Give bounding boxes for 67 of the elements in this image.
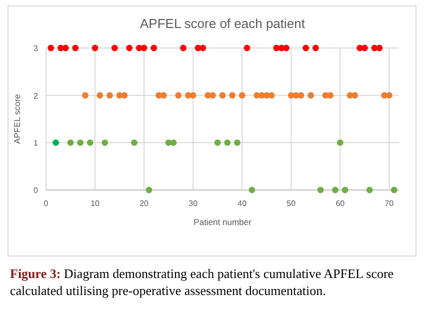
point — [160, 92, 167, 99]
point — [209, 92, 216, 99]
x-tick-label: 30 — [188, 199, 198, 208]
point — [111, 44, 118, 52]
point — [268, 92, 275, 99]
point — [96, 92, 104, 99]
point — [106, 92, 113, 99]
y-tick-label: 2 — [34, 91, 39, 100]
point — [238, 92, 246, 99]
y-axis-title: APFEL score — [12, 94, 22, 144]
point — [352, 92, 358, 99]
caption: Figure 3: Diagram demonstrating each patient's cumulative APFEL score calculated utilising pre-operative assessment documentation. — [10, 266, 394, 298]
point — [361, 44, 368, 52]
point — [214, 139, 221, 146]
point — [302, 44, 310, 52]
point — [82, 92, 88, 99]
point — [121, 92, 128, 99]
point — [140, 44, 148, 52]
y-tick-label: 3 — [34, 44, 39, 53]
x-axis-title: Patient number — [194, 217, 252, 227]
point — [298, 92, 304, 99]
point — [308, 92, 314, 99]
point — [234, 139, 240, 146]
x-tick-label: 20 — [140, 199, 150, 208]
point — [200, 44, 206, 52]
point — [219, 92, 226, 99]
chart-title: APFEL score of each patient — [140, 16, 306, 31]
point — [342, 186, 348, 194]
point — [92, 44, 98, 52]
x-tick-label: 60 — [336, 199, 346, 208]
point — [48, 44, 54, 52]
point — [52, 139, 60, 146]
point — [126, 44, 133, 52]
point — [312, 44, 319, 52]
point — [317, 186, 324, 194]
point — [62, 44, 69, 52]
point — [229, 92, 236, 99]
point — [72, 44, 79, 52]
x-tick-label: 10 — [90, 199, 100, 208]
x-tick-label: 70 — [384, 199, 394, 208]
point — [146, 186, 152, 194]
y-tick-label: 0 — [34, 186, 39, 195]
y-tick-label: 1 — [34, 138, 39, 148]
x-tick-label: 0 — [44, 199, 49, 208]
point — [86, 139, 94, 146]
x-tick-label: 40 — [238, 199, 248, 208]
point — [327, 92, 334, 99]
point — [248, 186, 256, 194]
point — [376, 44, 383, 52]
point — [170, 139, 177, 146]
point — [67, 139, 74, 146]
x-tick-label: 50 — [286, 199, 296, 208]
point — [390, 186, 398, 194]
point — [366, 186, 373, 194]
point — [386, 92, 392, 99]
point — [332, 186, 338, 194]
point — [175, 92, 182, 99]
point — [224, 139, 231, 146]
point — [150, 44, 158, 52]
point — [336, 139, 344, 146]
point — [283, 44, 290, 52]
point — [131, 139, 138, 146]
point — [244, 44, 250, 52]
point — [180, 44, 186, 52]
point — [102, 139, 108, 146]
point — [77, 139, 84, 146]
point — [190, 92, 196, 99]
